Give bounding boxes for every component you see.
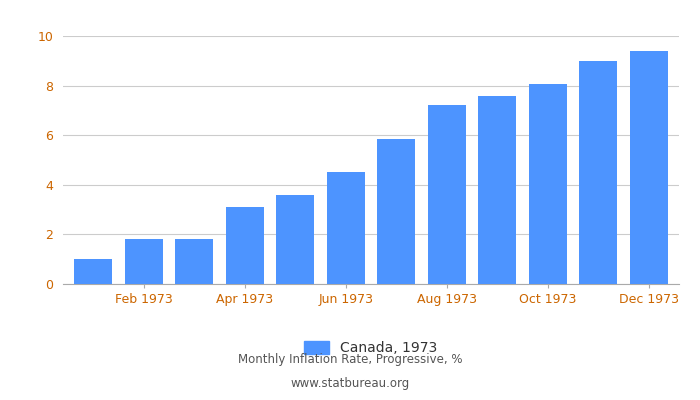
Bar [478,96,516,284]
Bar [276,195,314,284]
Text: www.statbureau.org: www.statbureau.org [290,378,410,390]
Text: Monthly Inflation Rate, Progressive, %: Monthly Inflation Rate, Progressive, % [238,354,462,366]
Bar [125,239,162,284]
Bar [377,139,415,284]
Bar [428,106,466,284]
Bar [630,51,668,284]
Bar [528,84,567,284]
Legend: Canada, 1973: Canada, 1973 [299,336,443,361]
Bar [74,259,112,284]
Bar [580,61,617,284]
Bar [327,172,365,284]
Bar [175,239,214,284]
Bar [226,207,264,284]
